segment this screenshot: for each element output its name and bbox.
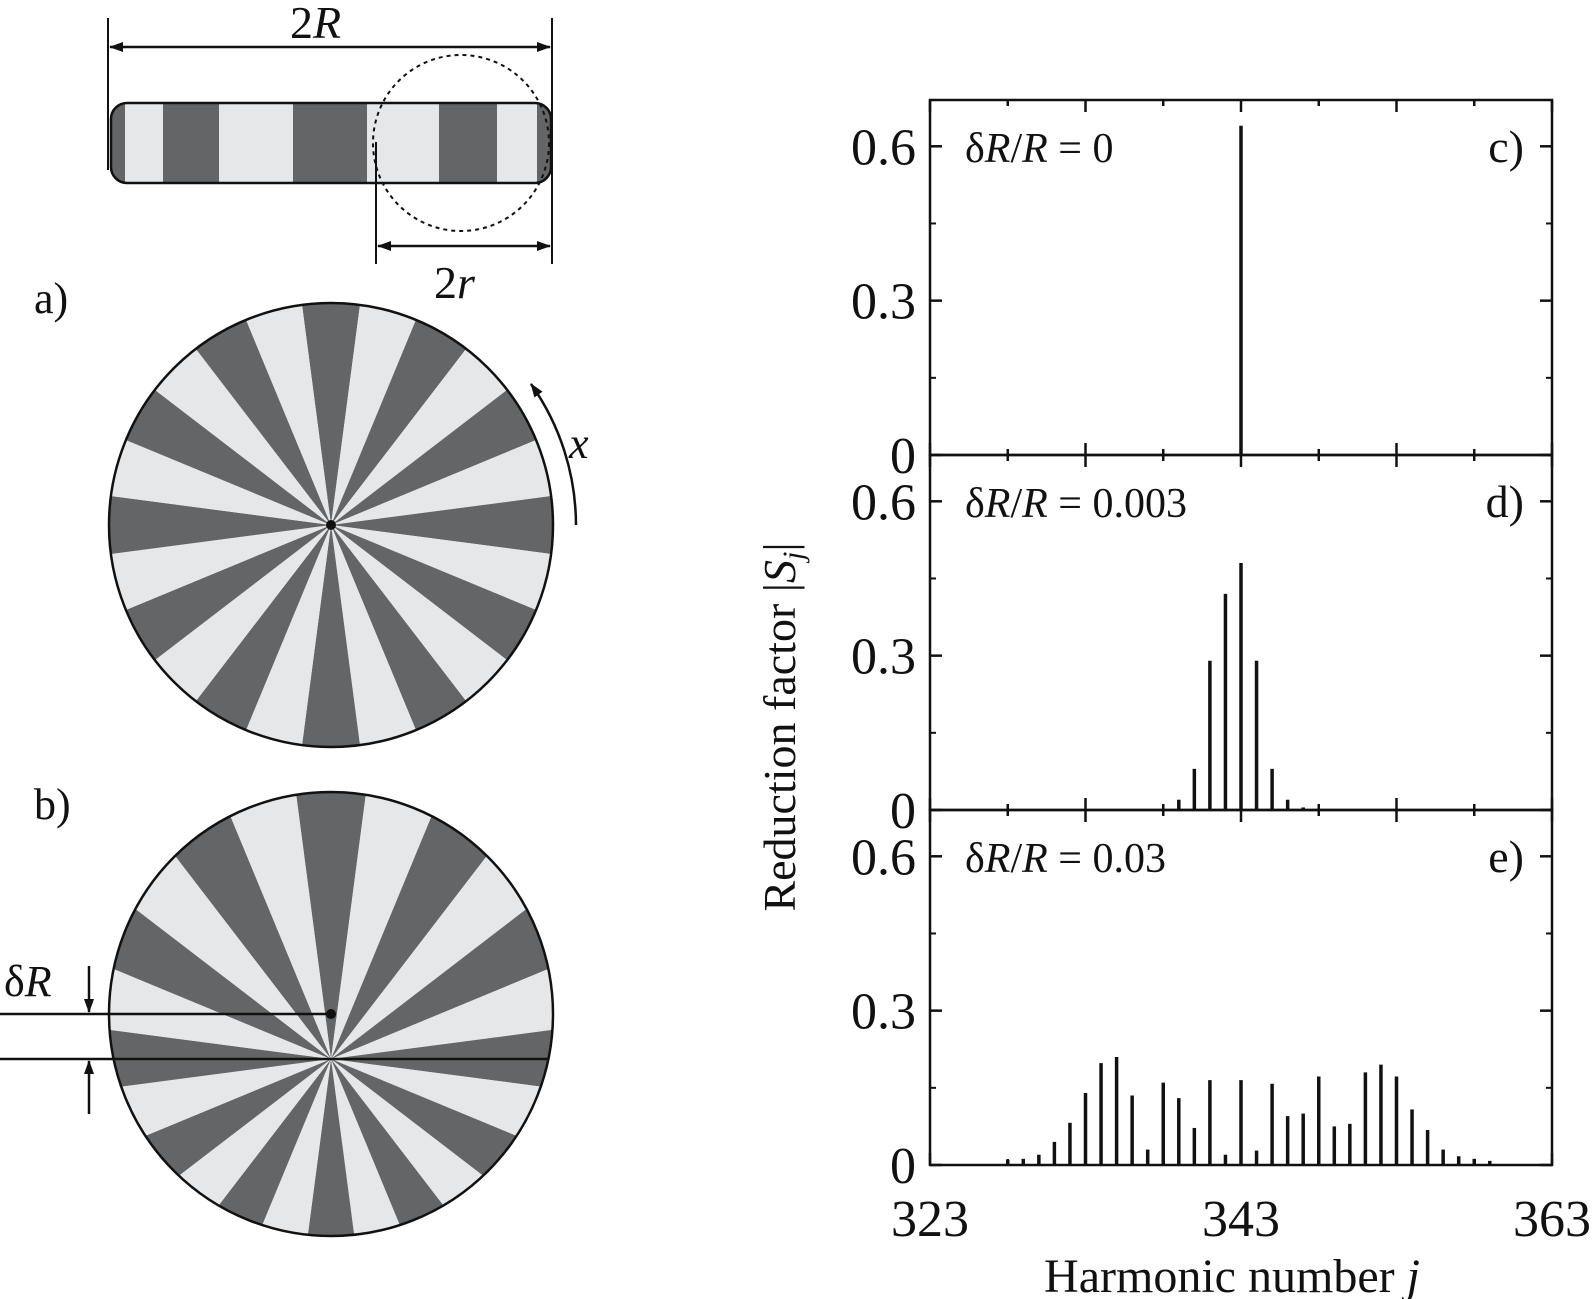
disk-sector	[331, 525, 537, 661]
y-axis-label: Reduction factor |Sj|	[754, 542, 810, 911]
disk-sector	[331, 348, 508, 525]
strip-outline	[109, 101, 553, 185]
disk-sector	[109, 1059, 331, 1236]
disk-sector	[246, 525, 331, 746]
y-tick-label: 0	[890, 783, 916, 840]
disk-sector	[331, 319, 467, 525]
y-tick-label: 0.3	[851, 984, 916, 1041]
panel-param-label: δR/R = 0	[965, 126, 1113, 172]
disk-sector	[286, 1059, 376, 1236]
disk-sector	[331, 389, 537, 525]
disk-sector	[331, 496, 553, 554]
disk-sector	[195, 525, 331, 731]
disk-sector	[154, 348, 331, 525]
disk-sector	[154, 525, 331, 702]
disk-sector	[286, 792, 376, 1059]
disk-sector	[109, 1059, 331, 1190]
y-tick-label: 0.6	[851, 829, 916, 886]
disk-a	[107, 301, 555, 749]
harmonic-chart: 00.30.6 δR/R = 0 c)00.30.6 δR/R = 0.003 d)00…	[851, 98, 1591, 1248]
y-tick-label: 0.6	[851, 474, 916, 531]
disk-sector	[331, 1059, 553, 1236]
disk-sector	[331, 928, 553, 1059]
label-2R: 2R	[290, 0, 341, 48]
disk-sector	[125, 389, 331, 525]
disk-sector	[302, 303, 360, 525]
disk-sector	[331, 852, 553, 1059]
panel-d: 0 0.3 0.6 δR/R = 0.003 d)	[851, 453, 1554, 840]
label-2r: 2r	[434, 257, 476, 308]
strip-stripe	[111, 103, 125, 183]
disk-a-center	[326, 520, 336, 530]
disk-sector	[246, 304, 331, 525]
panel-tag: e)	[1488, 831, 1524, 882]
y-tick-label: 0.3	[851, 274, 916, 331]
disk-sector	[331, 525, 467, 731]
disk-sector	[302, 525, 360, 748]
panel-e: 0 0.3 0.6 δR/R = 0.03 e)	[851, 808, 1554, 1195]
panel-param-label: δR/R = 0.03	[965, 836, 1166, 882]
x-axis-label: Harmonic number j	[1044, 1250, 1420, 1299]
strip-stripe	[163, 103, 219, 183]
disk-sector	[109, 928, 331, 1059]
disk-sector	[331, 440, 552, 525]
y-tick-label: 0	[890, 1138, 916, 1195]
x-tick-label: 363	[1513, 1191, 1591, 1248]
panel-label-a: a)	[34, 274, 68, 323]
strip-bar	[111, 103, 551, 183]
disk-a-outline	[107, 301, 555, 749]
disk-sector	[331, 525, 508, 702]
delta-R-annotation: δR	[0, 957, 548, 1114]
strip-stripe	[439, 103, 497, 183]
rotation-arrow	[529, 383, 578, 526]
disk-sector	[125, 525, 331, 661]
disk-sector	[331, 1059, 553, 1190]
disk-sector	[331, 525, 416, 746]
disk-sector	[109, 852, 331, 1059]
delta-R-label: δR	[4, 957, 52, 1006]
dashed-circle	[372, 54, 550, 232]
strip-stripe	[293, 103, 367, 183]
disk-sector	[109, 496, 331, 554]
y-tick-label: 0	[890, 428, 916, 485]
disk-b	[107, 790, 555, 1238]
disk-sector	[331, 525, 552, 610]
panel-tag: d)	[1486, 476, 1524, 527]
strip-diagram: 2R 2r	[107, 0, 553, 308]
disk-sector	[331, 304, 416, 525]
y-tick-label: 0.3	[851, 629, 916, 686]
panel-label-b: b)	[34, 780, 71, 829]
x-tick-label: 323	[891, 1191, 969, 1248]
y-tick-label: 0.6	[851, 119, 916, 176]
x-tick-label: 343	[1202, 1191, 1280, 1248]
panel-param-label: δR/R = 0.003	[965, 481, 1187, 527]
disk-sector	[110, 525, 332, 610]
disk-sector	[110, 440, 332, 525]
panel-c: 0 0.3 0.6 δR/R = 0 c)	[851, 98, 1554, 485]
disk-sector	[195, 319, 331, 525]
x-label: x	[568, 419, 589, 468]
panel-tag: c)	[1488, 121, 1524, 172]
